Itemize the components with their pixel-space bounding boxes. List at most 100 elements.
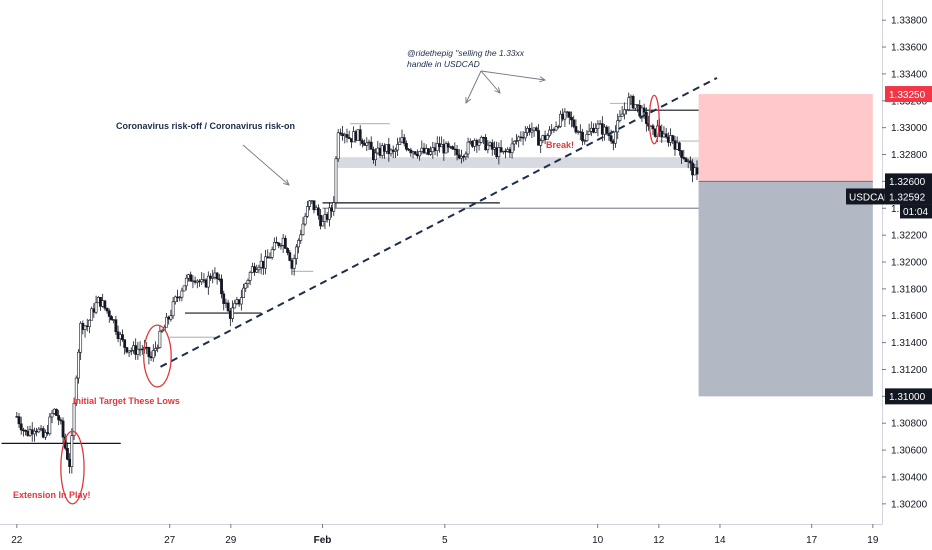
candle-body [578, 131, 582, 133]
candle-body [325, 214, 329, 220]
candle-body [671, 135, 675, 142]
candle-body [446, 143, 450, 148]
highlight-circle[interactable] [648, 94, 660, 145]
candle-body [151, 350, 155, 359]
candle-body [103, 300, 107, 309]
candle-body [411, 151, 415, 154]
candle-body [521, 137, 525, 139]
candle-body [96, 297, 100, 304]
time-tick-label: 27 [164, 535, 176, 546]
arrow-head [283, 179, 290, 186]
highlight-circle[interactable] [60, 430, 85, 505]
candle-body [338, 132, 342, 135]
candle-body [187, 274, 190, 279]
stop-loss-zone[interactable] [698, 94, 873, 182]
candle-body [431, 147, 435, 153]
candle-body [473, 140, 477, 147]
price-tick-label: 1.32200 [891, 231, 928, 242]
candle-body [563, 111, 567, 120]
candle-body [363, 143, 367, 146]
candle-body [46, 432, 50, 435]
candle-body [277, 242, 281, 246]
price-tick-label: 1.31200 [891, 365, 928, 376]
candle-body [396, 144, 400, 151]
candle-body [695, 167, 699, 175]
candle-body [178, 296, 182, 299]
candle-body [583, 140, 587, 142]
tweet-annotation-line1: @ridethepig "selling the 1.33xx [407, 48, 525, 58]
target-price-badge-bg [885, 388, 932, 405]
candle-body [380, 145, 384, 156]
symbol-badge: USDCAD [849, 192, 891, 203]
candle-body [231, 307, 234, 319]
candle-body [217, 278, 221, 280]
candle-body [301, 223, 305, 236]
candle-body [589, 127, 593, 132]
candle-body [215, 272, 219, 280]
candle-body [83, 325, 87, 330]
candle-body [330, 207, 333, 212]
candle-body [334, 158, 338, 203]
candle-body [365, 142, 369, 146]
candle-body [464, 153, 468, 157]
candle-body [442, 144, 446, 154]
candle-body [297, 240, 300, 248]
dashed-trendline[interactable] [160, 77, 718, 368]
annotation-arrow [242, 144, 290, 186]
candle-body [545, 135, 549, 140]
candle-body [367, 141, 371, 144]
consolidation-zone [337, 157, 699, 168]
annotation-arrow [480, 70, 546, 81]
candle-body [677, 142, 681, 151]
candle-body [543, 135, 547, 140]
candle-body [482, 137, 485, 139]
profit-target-zone[interactable] [698, 181, 873, 397]
candle-body [286, 248, 289, 253]
candle-body [116, 331, 120, 339]
candle-body [259, 260, 263, 268]
candle-body [389, 149, 393, 155]
candle-body [609, 135, 613, 142]
candle-body [622, 109, 626, 115]
candle-body [165, 316, 168, 328]
candle-body [398, 141, 402, 145]
time-tick-label: 10 [592, 535, 604, 546]
horizontal-levels [1, 102, 873, 444]
candle-body [209, 275, 212, 279]
price-tick-label: 1.33000 [891, 123, 928, 134]
candle-body [660, 130, 664, 138]
candle-body [391, 149, 395, 152]
annotation-arrow [465, 70, 482, 104]
candle-body [132, 345, 135, 351]
candle-body [416, 153, 419, 157]
current-price-badge-bg [885, 188, 932, 205]
candle-body [127, 350, 131, 353]
time-tick-label: Feb [314, 535, 332, 546]
candle-body [532, 127, 536, 131]
candle-body [383, 145, 386, 152]
candle-body [638, 104, 642, 117]
candle-body [666, 136, 670, 143]
candle-body [400, 137, 404, 143]
price-tick-label: 1.33800 [891, 16, 928, 27]
candle-body [471, 140, 474, 147]
candle-body [369, 141, 373, 150]
candle-body [387, 144, 391, 155]
candle-body [99, 297, 102, 307]
highlight-circle[interactable] [143, 324, 172, 388]
candle-body [257, 266, 261, 271]
candle-body [79, 323, 83, 353]
candle-body [222, 293, 226, 304]
candle-body [145, 346, 149, 349]
candle-body [138, 348, 142, 351]
candle-body [123, 339, 127, 348]
candle-body [226, 302, 230, 312]
candle-body [118, 334, 122, 339]
candle-body [475, 140, 479, 146]
candle-body [501, 150, 505, 153]
time-tick-label: 5 [442, 535, 448, 546]
candle-body [305, 206, 309, 217]
candle-body [479, 137, 483, 143]
